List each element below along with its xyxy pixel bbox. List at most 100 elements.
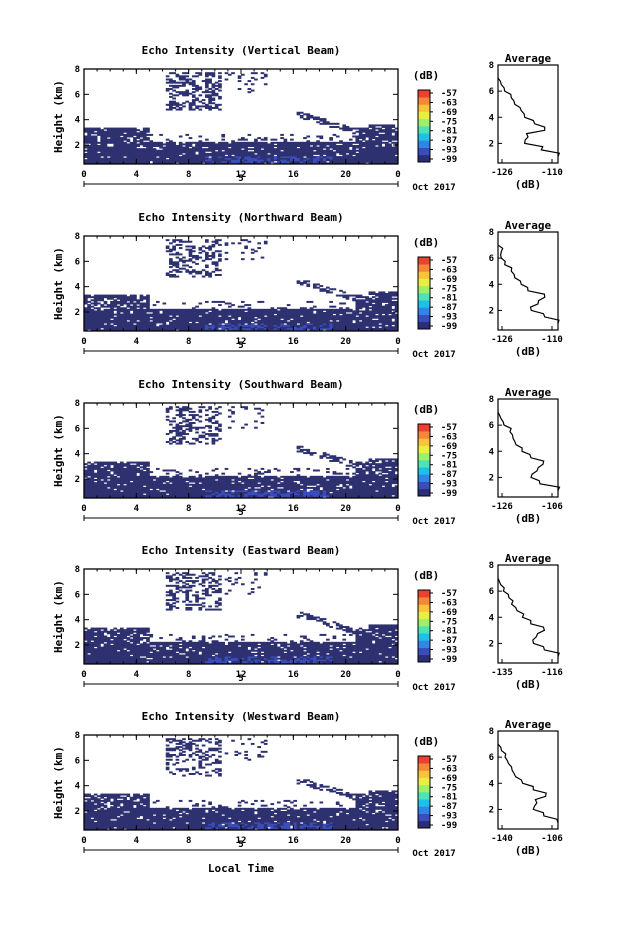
echo-cell bbox=[296, 318, 301, 321]
echo-cell bbox=[231, 141, 235, 144]
echo-cell bbox=[97, 127, 101, 130]
echo-cell bbox=[178, 482, 183, 485]
echo-cell bbox=[244, 146, 248, 149]
echo-cell bbox=[113, 491, 118, 494]
echo-cell bbox=[139, 327, 144, 330]
echo-cell bbox=[214, 94, 219, 97]
echo-cell bbox=[103, 310, 108, 313]
echo-cell bbox=[205, 72, 209, 75]
echo-cell bbox=[116, 319, 121, 322]
echo-cell bbox=[224, 251, 229, 254]
echo-cell bbox=[388, 137, 392, 140]
echo-cell bbox=[113, 494, 118, 497]
echo-cell bbox=[185, 324, 190, 327]
echo-cell bbox=[388, 310, 392, 313]
echo-cell bbox=[123, 137, 127, 140]
echo-cell bbox=[224, 485, 229, 488]
echo-cell bbox=[182, 429, 186, 432]
echo-cell bbox=[290, 157, 294, 160]
echo-cell bbox=[218, 72, 222, 75]
echo-cell bbox=[84, 312, 88, 314]
echo-cell bbox=[355, 154, 360, 157]
echo-cell bbox=[126, 493, 131, 496]
echo-cell bbox=[352, 326, 356, 329]
echo-cell bbox=[103, 466, 108, 469]
echo-cell bbox=[254, 472, 258, 475]
echo-cell bbox=[322, 157, 327, 160]
echo-cell bbox=[348, 129, 353, 132]
echo-cell bbox=[394, 313, 399, 316]
echo-cell bbox=[303, 151, 307, 154]
echo-cell bbox=[388, 299, 392, 302]
echo-cell bbox=[182, 407, 186, 410]
echo-cell bbox=[388, 293, 392, 295]
echo-cell bbox=[119, 326, 124, 329]
echo-cell bbox=[293, 157, 297, 160]
echo-cell bbox=[342, 151, 347, 154]
echo-cell bbox=[123, 308, 127, 311]
echo-cell bbox=[198, 145, 203, 147]
echo-cell bbox=[188, 318, 193, 321]
echo-cell bbox=[273, 483, 278, 486]
echo-cell bbox=[198, 321, 203, 324]
echo-cell bbox=[198, 312, 203, 314]
echo-cell bbox=[188, 483, 193, 486]
echo-cell bbox=[309, 300, 314, 303]
echo-cell bbox=[335, 326, 340, 329]
echo-cell bbox=[224, 157, 229, 160]
echo-cell bbox=[218, 428, 222, 431]
echo-cell bbox=[175, 471, 180, 474]
echo-cell bbox=[227, 154, 232, 157]
echo-cell bbox=[198, 313, 203, 316]
echo-cell bbox=[384, 323, 389, 326]
echo-cell bbox=[358, 137, 363, 140]
echo-cell bbox=[378, 140, 383, 143]
echo-cell bbox=[205, 315, 209, 318]
echo-cell bbox=[211, 245, 216, 248]
echo-cell bbox=[384, 299, 389, 302]
echo-cell bbox=[119, 304, 124, 307]
echo-cell bbox=[113, 296, 118, 299]
echo-cell bbox=[90, 316, 95, 319]
echo-cell bbox=[208, 78, 212, 81]
echo-cell bbox=[260, 300, 265, 303]
echo-cell bbox=[270, 151, 275, 154]
echo-cell bbox=[129, 475, 134, 478]
echo-cell bbox=[342, 291, 347, 294]
echo-cell bbox=[182, 312, 186, 314]
echo-cell bbox=[332, 141, 337, 144]
echo-cell bbox=[155, 143, 160, 146]
echo-cell bbox=[384, 308, 389, 311]
echo-cell bbox=[381, 296, 386, 299]
echo-cell bbox=[87, 141, 91, 144]
echo-cell bbox=[188, 81, 193, 84]
echo-cell bbox=[260, 477, 265, 480]
echo-cell bbox=[267, 491, 271, 494]
echo-cell bbox=[290, 148, 294, 151]
echo-cell bbox=[169, 429, 173, 432]
echo-cell bbox=[146, 302, 150, 305]
echo-cell bbox=[136, 154, 140, 157]
echo-cell bbox=[175, 425, 180, 428]
echo-cell bbox=[188, 157, 193, 160]
echo-cell bbox=[368, 132, 373, 135]
echo-cell bbox=[224, 72, 229, 75]
echo-cell bbox=[231, 406, 235, 409]
echo-cell bbox=[139, 486, 144, 489]
echo-cell bbox=[87, 160, 91, 163]
echo-cell bbox=[371, 323, 376, 326]
echo-cell bbox=[335, 156, 340, 159]
echo-cell bbox=[119, 145, 124, 147]
echo-cell bbox=[185, 491, 190, 494]
echo-cell bbox=[93, 323, 98, 326]
echo-cell bbox=[100, 140, 105, 143]
echo-cell bbox=[342, 124, 347, 127]
echo-cell bbox=[195, 154, 199, 157]
echo-cell bbox=[312, 323, 317, 326]
echo-cell bbox=[237, 324, 242, 327]
echo-cell bbox=[185, 313, 190, 316]
echo-cell bbox=[322, 122, 327, 125]
echo-cell bbox=[319, 149, 324, 152]
echo-cell bbox=[381, 321, 386, 324]
echo-cell bbox=[329, 143, 333, 146]
